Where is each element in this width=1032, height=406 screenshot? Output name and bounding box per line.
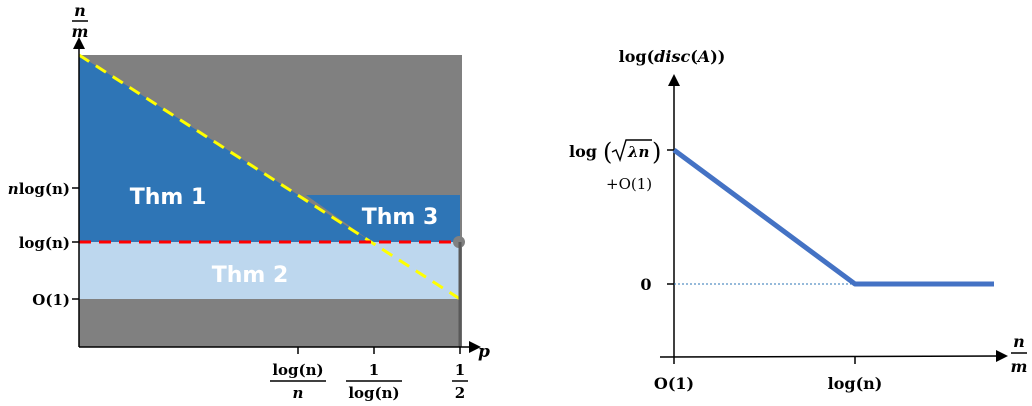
right-diagram: log(disc(A)) log ( λn ) +O(1) 0 O(1) log… (569, 47, 1027, 393)
right-x-label-o1: O(1) (654, 374, 694, 393)
left-y-label-num: n (74, 1, 86, 20)
thm3-edge (456, 195, 460, 242)
thm3-region (306, 195, 456, 242)
y-label-nlogn: nlog(n) (8, 180, 70, 198)
right-x-label-num: n (1013, 332, 1025, 351)
y-label-logn: log(n) (19, 234, 70, 252)
left-x-label: p (478, 342, 490, 362)
right-y-label-suffix: +O(1) (606, 175, 652, 193)
sqrt-symbol (611, 139, 652, 163)
right-x-label-logn: log(n) (828, 374, 883, 393)
thm1-label: Thm 1 (130, 185, 207, 210)
left-y-label-den: m (72, 22, 89, 41)
thm2-label: Thm 2 (212, 263, 289, 288)
disc-curve (672, 147, 994, 287)
right-x-label-den: m (1011, 357, 1028, 376)
right-y-label-zero: 0 (640, 275, 651, 294)
thm3-label: Thm 3 (362, 205, 439, 230)
x-label-logn-n-num: log(n) (272, 361, 323, 379)
left-diagram: n m p nlog(n) log(n) O(1) log(n) n 1 log… (8, 1, 490, 402)
right-y-label-log: log (569, 142, 597, 161)
x-label-logn-n-den: n (293, 384, 304, 402)
x-label-1-logn-den: log(n) (348, 384, 399, 402)
right-y-label: log(disc(A)) (619, 47, 726, 66)
y-label-o1: O(1) (32, 291, 70, 309)
x-label-1-logn-num: 1 (369, 361, 379, 379)
x-label-half-num: 1 (455, 361, 465, 379)
right-x-axis (659, 350, 1008, 363)
right-y-label-rparen: ) (652, 138, 661, 166)
yellow-dashed-line (78, 53, 461, 301)
right-y-label-sqrt-inner: λn (627, 143, 649, 161)
right-y-label-lparen: ( (603, 138, 612, 166)
thm2-region (79, 242, 460, 299)
x-label-half-den: 2 (455, 384, 465, 402)
